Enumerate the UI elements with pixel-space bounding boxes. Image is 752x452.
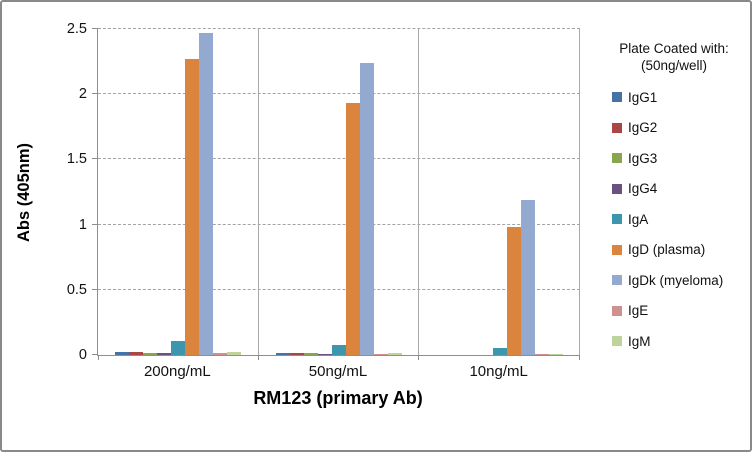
y-tick-mark [92,28,98,29]
legend-item-label: IgG2 [628,120,658,135]
legend-item-igd-plasma: IgD (plasma) [612,242,748,257]
bar-igg3-50ng/ml [304,353,318,355]
y-tick-mark [92,93,98,95]
legend-item-label: IgM [628,333,651,349]
legend-title-line2: (50ng/well) [640,58,708,73]
y-axis-title: Abs (405nm) [12,29,38,355]
legend-item-label: IgE [628,303,649,318]
legend: Plate Coated with: (50ng/well) IgG1 IgG2 I… [600,40,748,365]
plot-area [92,28,580,360]
gridline-y-2 [98,93,580,95]
legend-item-label: IgG4 [628,181,658,196]
x-category-label: 200ng/mL [143,363,211,380]
bar-igdk-myeloma-200ng/ml [199,32,214,355]
x-category-label: 50ng/mL [308,363,368,380]
bar-iga-10ng/ml [492,348,507,355]
bar-igg1-50ng/ml [276,353,290,355]
y-tick-label: 0 [78,347,87,363]
bar-iga-200ng/ml [171,340,186,355]
legend-swatch-icon [612,244,622,255]
category-separator [418,29,420,355]
legend-item-igdk-myeloma: IgDk (myeloma) [612,272,748,288]
legend-item-igg4: IgG4 [612,181,748,196]
category-separator [257,29,259,355]
y-tick-label: 0.5 [66,281,87,298]
legend-swatch-icon [612,305,622,316]
bar-ige-50ng/ml [374,354,388,355]
bar-igd-plasma-10ng/ml [506,227,521,355]
y-tick-label: 1 [78,216,87,233]
gridline-y-1.5 [98,158,580,160]
y-tick-mark [92,223,98,225]
bar-igg4-200ng/ml [157,353,172,355]
bar-igm-50ng/ml [388,353,402,355]
y-tick-mark [92,288,98,290]
legend-item-label: IgG3 [628,150,658,166]
x-tick-mark [98,355,99,360]
y-axis-title-text: Abs (405nm) [15,142,34,242]
legend-item-label: IgA [628,211,649,227]
legend-swatch-icon [612,122,622,133]
legend-item-igg1: IgG1 [612,89,748,105]
legend-items: IgG1 IgG2 IgG3 IgG4 IgA IgD (plasma) IgDk (mye… [600,89,748,349]
gridline-y-2.5 [98,28,580,29]
legend-swatch-icon [612,214,622,224]
legend-item-label: IgDk (myeloma) [628,272,724,288]
legend-swatch-icon [612,183,622,194]
legend-item-iga: IgA [612,211,748,227]
legend-item-label: IgD (plasma) [628,242,706,257]
bar-igg3-200ng/ml [143,353,158,355]
legend-swatch-icon [612,153,622,163]
gridline-y-0.5 [98,288,580,290]
legend-item-igg3: IgG3 [612,150,748,166]
x-tick-mark [418,355,420,360]
y-tick-label: 2.5 [66,21,87,37]
bar-iga-50ng/ml [332,344,346,355]
x-tick-mark [579,355,580,360]
bar-igg1-200ng/ml [115,352,130,355]
y-tick-mark [92,158,98,160]
legend-item-ige: IgE [612,303,748,318]
bar-igd-plasma-200ng/ml [185,59,200,355]
bar-ige-200ng/ml [213,353,228,355]
x-axis-title: RM123 (primary Ab) [253,388,423,408]
plot-right-border [579,29,580,355]
bar-igdk-myeloma-10ng/ml [520,199,535,355]
legend-item-igg2: IgG2 [612,120,748,135]
gridline-y-1 [98,223,580,225]
bar-igg2-50ng/ml [290,353,304,355]
bar-igg4-50ng/ml [318,354,332,355]
legend-item-label: IgG1 [628,89,658,105]
y-tick-label: 2 [78,86,87,103]
bar-igd-plasma-50ng/ml [346,103,360,355]
bar-igm-10ng/ml [548,354,563,355]
legend-swatch-icon [612,275,622,285]
legend-swatch-icon [612,336,622,346]
bar-ige-10ng/ml [534,354,549,355]
legend-item-igm: IgM [612,333,748,349]
bar-igg2-200ng/ml [129,352,144,355]
legend-title-line1: Plate Coated with: [619,41,729,56]
x-category-label: 10ng/mL [469,363,528,380]
legend-swatch-icon [612,92,622,102]
x-tick-mark [257,355,259,360]
y-tick-label: 1.5 [66,151,87,168]
bar-igdk-myeloma-50ng/ml [360,62,374,355]
bar-igm-200ng/ml [227,352,242,355]
y-tick-mark [92,354,98,355]
